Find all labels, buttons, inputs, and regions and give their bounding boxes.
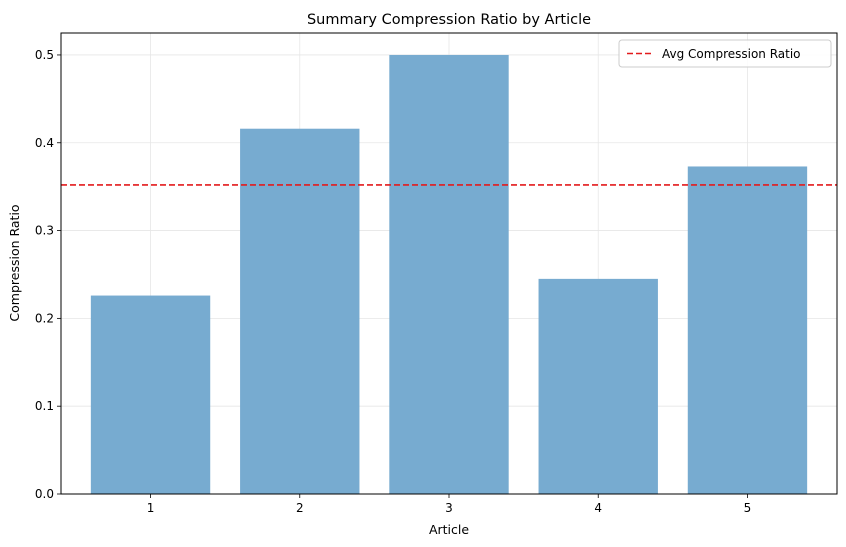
y-axis: 0.0 0.1 0.2 0.3 0.4 0.5: [35, 48, 61, 501]
y-tick-label: 0.5: [35, 48, 54, 62]
chart-title: Summary Compression Ratio by Article: [307, 12, 591, 28]
y-axis-label: Compression Ratio: [7, 204, 22, 321]
bar-article-5: [687, 166, 808, 495]
x-axis: 1 2 3 4 5: [147, 494, 752, 515]
legend-box: [618, 39, 832, 68]
legend: Avg Compression Ratio: [618, 39, 832, 68]
x-tick-label: 4: [594, 501, 602, 515]
bar-article-2: [240, 128, 360, 494]
bar-article-1: [90, 295, 211, 494]
bar-article-3: [389, 54, 509, 494]
y-tick-label: 0.3: [35, 224, 54, 238]
x-tick-label: 2: [296, 501, 304, 515]
y-tick-label: 0.4: [35, 136, 54, 150]
x-tick-label: 1: [147, 501, 155, 515]
bars-layer: [90, 54, 808, 495]
legend-label-avg: Avg Compression Ratio: [662, 47, 801, 61]
x-axis-label: Article: [429, 522, 469, 537]
x-tick-label: 5: [744, 501, 752, 515]
bar-article-4: [538, 278, 658, 494]
y-tick-label: 0.2: [35, 311, 54, 325]
y-tick-label: 0.1: [35, 399, 54, 413]
x-tick-label: 3: [445, 501, 453, 515]
y-tick-label: 0.0: [35, 487, 54, 501]
